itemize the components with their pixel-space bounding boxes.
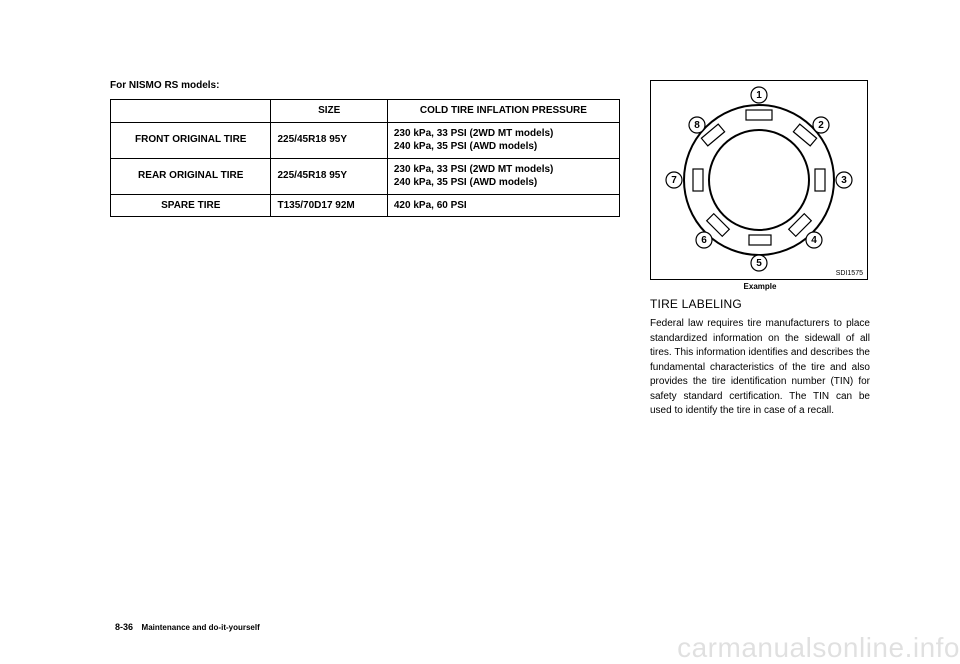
- row-spare-size: T135/70D17 92M: [271, 194, 387, 217]
- row-front-pressure: 230 kPa, 33 PSI (2WD MT models) 240 kPa,…: [387, 122, 619, 158]
- header-blank: [111, 100, 271, 123]
- page-footer: 8-36 Maintenance and do-it-yourself: [115, 622, 260, 632]
- diagram-label-8: 8: [694, 120, 700, 131]
- diagram-label-3: 3: [841, 175, 847, 186]
- tire-diagram-svg: 1 2 3 4 5 6 7 8: [659, 85, 859, 275]
- row-front-label: FRONT ORIGINAL TIRE: [111, 122, 271, 158]
- tire-table: SIZE COLD TIRE INFLATION PRESSURE FRONT …: [110, 99, 620, 217]
- diagram-label-2: 2: [818, 120, 824, 131]
- diagram-label-4: 4: [811, 235, 817, 246]
- row-front-size: 225/45R18 95Y: [271, 122, 387, 158]
- row-spare-label: SPARE TIRE: [111, 194, 271, 217]
- watermark: carmanualsonline.info: [677, 632, 960, 664]
- page-number: 8-36: [115, 622, 133, 632]
- row-rear-label: REAR ORIGINAL TIRE: [111, 158, 271, 194]
- col-pressure: COLD TIRE INFLATION PRESSURE: [387, 100, 619, 123]
- row-spare-pressure: 420 kPa, 60 PSI: [387, 194, 619, 217]
- diagram-label-7: 7: [671, 175, 677, 186]
- diagram-label-5: 5: [756, 258, 762, 269]
- col-size: SIZE: [271, 100, 387, 123]
- diagram-label-6: 6: [701, 235, 707, 246]
- subheading-tire-labeling: TIRE LABELING: [650, 297, 870, 311]
- diagram-code: SDI1575: [836, 270, 863, 277]
- tire-diagram: 1 2 3 4 5 6 7 8 SDI1575: [650, 80, 868, 280]
- row-rear-size: 225/45R18 95Y: [271, 158, 387, 194]
- diagram-label-1: 1: [756, 90, 762, 101]
- diagram-caption: Example: [650, 282, 870, 291]
- section-title: Maintenance and do-it-yourself: [142, 623, 260, 632]
- section-header: For NISMO RS models:: [110, 80, 620, 91]
- body-text: Federal law requires tire manufacturers …: [650, 317, 870, 419]
- row-rear-pressure: 230 kPa, 33 PSI (2WD MT models) 240 kPa,…: [387, 158, 619, 194]
